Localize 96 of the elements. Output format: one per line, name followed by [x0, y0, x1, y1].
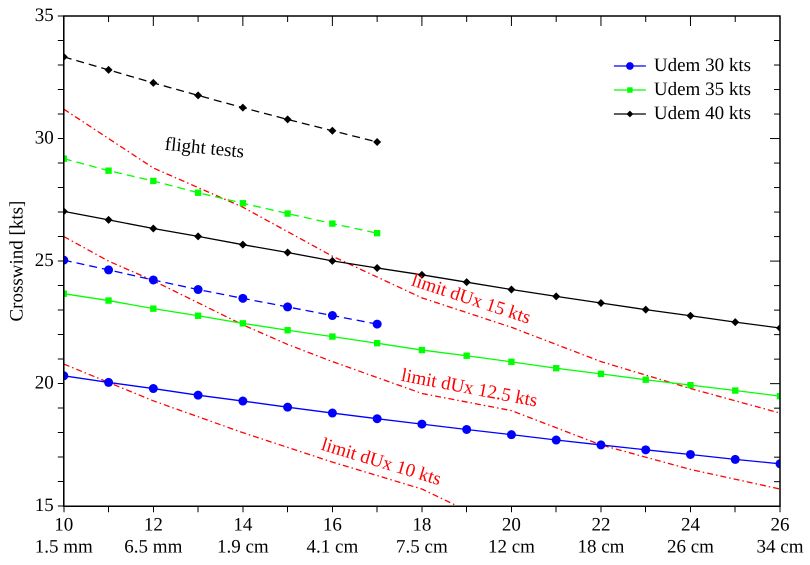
x-tick-label: 26 — [770, 514, 790, 536]
point — [329, 333, 336, 340]
point — [150, 305, 157, 312]
point — [328, 256, 336, 265]
point — [417, 420, 426, 429]
point — [105, 167, 112, 174]
y-tick-label: 15 — [34, 495, 54, 516]
point — [596, 440, 606, 450]
point — [238, 294, 248, 303]
text: 18 cm — [577, 536, 625, 558]
x-tick-label: 14 — [233, 514, 253, 536]
point — [104, 216, 113, 224]
point — [194, 91, 202, 100]
point — [506, 430, 516, 440]
point — [104, 66, 113, 74]
point — [284, 327, 291, 334]
point — [372, 320, 382, 329]
point — [374, 230, 380, 236]
x-tick-label: 24 — [680, 514, 700, 536]
point — [194, 390, 203, 400]
x-tick-label: 20 — [502, 514, 521, 536]
point — [194, 190, 202, 196]
y-axis-title: Crosswind [kts] — [6, 200, 28, 322]
point — [686, 312, 694, 320]
point — [148, 384, 158, 394]
text: 6.5 mm — [124, 536, 183, 558]
point — [372, 414, 382, 424]
point — [150, 178, 157, 184]
text: 4.1 cm — [306, 536, 358, 558]
point — [462, 424, 472, 434]
text: limit dUx 10 kts — [318, 434, 444, 490]
line-series — [64, 236, 780, 490]
point — [240, 320, 246, 327]
point — [284, 248, 292, 257]
text: 26 cm — [666, 536, 714, 558]
point — [328, 126, 336, 135]
point — [598, 370, 604, 378]
point — [238, 396, 248, 406]
point — [553, 365, 560, 372]
legend-label: Udem 35 kts — [654, 78, 752, 100]
point — [642, 306, 650, 314]
point — [418, 346, 426, 354]
annotation: flight tests — [164, 134, 246, 163]
point — [283, 302, 292, 312]
point — [194, 232, 202, 240]
x-tick-label: 22 — [591, 514, 610, 536]
text: 12 cm — [488, 536, 536, 558]
point — [552, 292, 560, 300]
point — [686, 450, 695, 459]
point — [732, 387, 738, 394]
legend-label: Udem 40 kts — [654, 102, 752, 124]
point — [284, 115, 292, 124]
point — [104, 378, 114, 387]
point — [238, 104, 247, 112]
x-tick-label: 10 — [54, 514, 74, 536]
point — [687, 382, 694, 388]
text: 1.5 mm — [34, 536, 94, 558]
point — [194, 312, 202, 319]
text: 7.5 cm — [396, 536, 448, 558]
point — [373, 138, 382, 146]
point — [730, 454, 740, 464]
point — [508, 358, 515, 366]
y-tick-label: 30 — [34, 128, 54, 149]
y-tick-label: 35 — [34, 4, 54, 26]
text: 1.9 cm — [216, 536, 269, 558]
text: limit dUx 15 kts — [408, 270, 534, 329]
point — [328, 311, 337, 320]
point — [149, 78, 158, 87]
point — [104, 265, 114, 274]
point — [463, 352, 470, 359]
point — [194, 285, 203, 294]
x-tick-label: 16 — [322, 514, 342, 536]
point — [284, 210, 291, 217]
text: 34 cm — [756, 536, 804, 558]
x-tick-label: 18 — [412, 514, 432, 536]
point — [328, 408, 337, 418]
y-tick-label: 25 — [34, 250, 54, 272]
point — [552, 436, 561, 445]
text: limit dUx 12.5 kts — [399, 364, 540, 412]
point — [507, 286, 516, 294]
point — [731, 318, 740, 326]
point — [596, 299, 605, 308]
point — [149, 224, 158, 232]
point — [240, 200, 246, 206]
y-tick-label: 20 — [34, 372, 54, 394]
point — [283, 402, 292, 412]
point — [462, 278, 471, 286]
point — [148, 275, 158, 284]
point — [374, 340, 380, 346]
point — [373, 264, 382, 272]
legend-label: Udem 30 kts — [654, 54, 752, 76]
point — [641, 445, 650, 454]
point — [642, 376, 649, 383]
point — [238, 240, 247, 249]
x-tick-label: 12 — [144, 514, 163, 536]
point — [329, 220, 336, 227]
